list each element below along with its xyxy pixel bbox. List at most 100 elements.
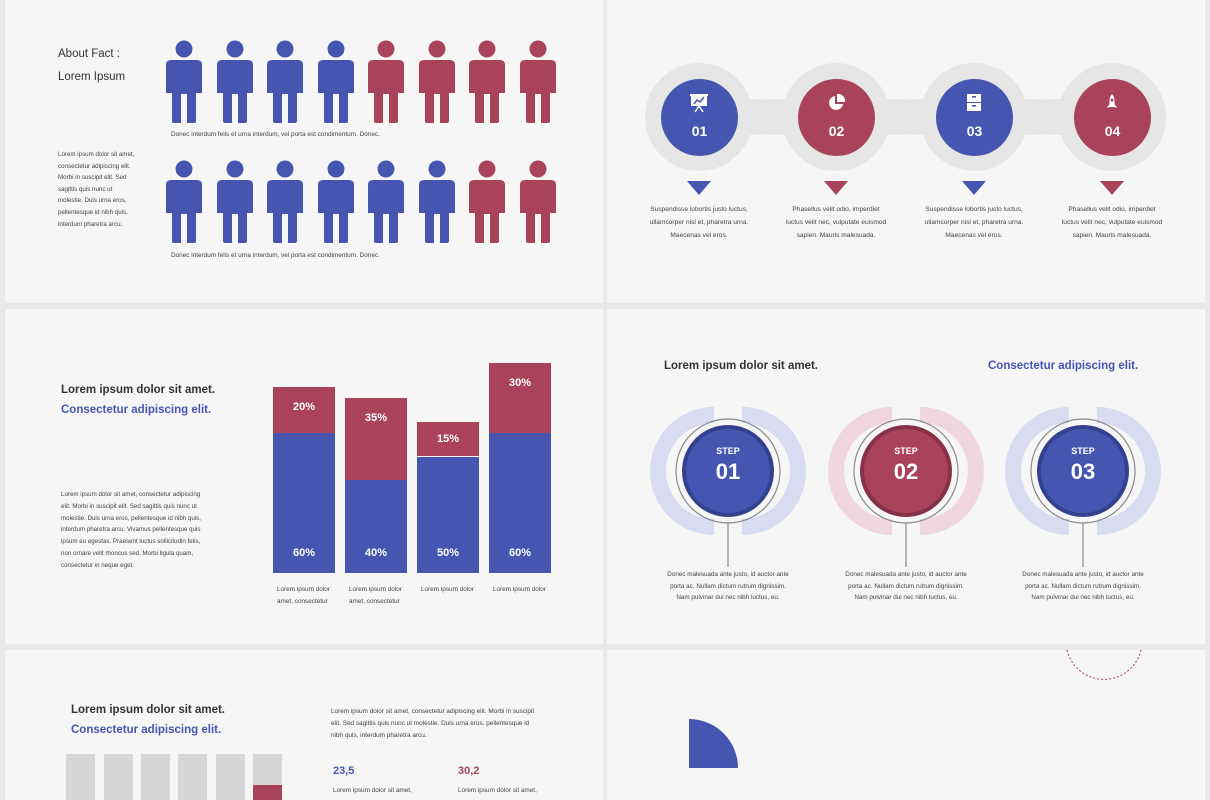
person-icon [317,40,354,124]
step-number: 04 [1104,123,1121,139]
person-icon [469,160,505,244]
stat-text-2: Lorem ipsum dolor sit amet, [458,787,537,794]
slide-title-line1: About Fact : [58,48,121,60]
step-text: Donec malesuada ante justo, id auctor an… [1022,571,1144,601]
row1-caption: Donec interdum felis et urna interdum, v… [171,131,380,138]
bar-segment-blue: 60% [489,433,551,573]
red-bar-segment [253,785,282,800]
heading: Lorem ipsum dolor sit amet. [664,360,818,372]
step-number: 02 [893,459,919,484]
category-label: Lorem ipsum dolor [493,586,546,593]
bar-data-label: 60% [508,546,532,559]
step-ring-right [742,407,806,535]
person-icon [368,40,404,124]
bar-segment-blue: 60% [273,433,335,573]
presentation-icon [690,94,708,113]
step-2[interactable]: STEP 02 [828,405,984,567]
bar-segment-blue: 50% [417,456,479,573]
category-label: Lorem ipsum dolor [421,586,474,593]
slide-partial[interactable] [607,650,1205,800]
slide-about-fact[interactable]: About Fact : Lorem Ipsum Lorem ipsum dol… [5,0,603,303]
bar-segment-blue: 40% [345,479,407,573]
timeline-step-2[interactable]: 02 [798,79,875,156]
gray-bar-5 [216,754,245,800]
step-ring-left [828,407,892,535]
person-icon [368,160,404,244]
body-text: Lorem ipsum dolor sit amet, consectetur … [61,491,201,569]
step-number: 01 [691,123,708,139]
timeline-text-3: Suspendisse lobortis justo luctus, ullam… [924,206,1024,240]
person-icon [418,40,455,124]
step-ring-right [1097,407,1161,535]
bar-data-label: 35% [364,412,388,425]
category-label: Lorem ipsum dolor amet, consectetur [277,586,330,605]
category-label: Lorem ipsum dolor amet, consectetur [349,586,402,605]
step-circle [1041,429,1125,513]
bar-data-label: 60% [292,546,316,559]
stat-value-2: 30,2 [458,765,480,777]
slide-timeline[interactable]: 01 02 03 04 Suspendisse lobortis justo l… [607,0,1205,303]
heading: Lorem ipsum dolor sit amet. [71,704,225,716]
gray-bar-2 [104,754,133,800]
step-text: Donec malesuada ante justo, id auctor an… [845,571,967,601]
timeline-text-2: Phasellus velit odio, imperdiet luctus v… [785,206,887,240]
step-1[interactable]: STEP 01 [650,405,806,567]
heading: Lorem ipsum dolor sit amet. [61,384,215,396]
person-icon [469,40,505,124]
gray-bar-1 [66,754,95,800]
step-ring-left [1005,407,1069,535]
person-icon [418,160,455,244]
rocket-icon [1107,94,1117,108]
step-number: 01 [715,459,741,484]
person-icon [519,160,556,244]
timeline-step-3[interactable]: 03 [936,79,1013,156]
timeline-step-1[interactable]: 01 [661,79,738,156]
quarter-circle-shape [689,719,738,768]
gray-bar-4 [178,754,207,800]
step-number: 02 [828,123,845,139]
person-icon [166,160,202,244]
person-icon [519,40,556,124]
body-text: Lorem ipsum dolor sit amet, consectetur … [331,708,535,739]
stat-text-1: Lorem ipsum dolor sit amet, [333,787,412,794]
bar-segment-red: 35% [345,398,407,480]
step-circle [864,429,948,513]
bar-data-label: 15% [436,433,460,446]
subheading: Consectetur adipiscing elit. [61,404,212,416]
subheading: Consectetur adipiscing elit. [71,724,222,736]
timeline-text-1: Suspendisse lobortis justo luctus, ullam… [649,206,749,240]
person-icon [166,40,202,124]
timeline-step-4[interactable]: 04 [1074,79,1151,156]
step-word: STEP [894,446,918,456]
person-icon [216,160,253,244]
pie-chart-icon [829,93,846,110]
bar-data-label: 30% [508,377,532,390]
stat-value-1: 23,5 [333,765,355,777]
gray-bar-6 [253,754,282,800]
slide-stats[interactable]: Lorem ipsum dolor sit amet. Consectetur … [5,650,603,800]
side-text: Lorem ipsum dolor sit amet, consectetur … [58,151,135,228]
step-circle [686,429,770,513]
person-icon [216,40,253,124]
timeline-text-4: Phasellus velit odio, imperdiet luctus v… [1061,206,1163,240]
step-word: STEP [716,446,740,456]
bar-data-label: 50% [436,547,460,559]
dashed-arc [1066,650,1142,680]
bar-segment-red: 20% [273,386,335,434]
step-number: 03 [1070,459,1096,484]
row2-caption: Donec interdum felis et urna interdum, v… [171,252,380,259]
decor [689,650,1142,768]
subheading: Consectetur adipiscing elit. [988,360,1139,372]
cabinet-icon [967,94,981,111]
gray-bar-3 [141,754,170,800]
slide-bar-chart[interactable]: Lorem ipsum dolor sit amet. Consectetur … [5,309,603,644]
step-number: 03 [966,123,983,139]
person-icon [267,160,303,244]
step-ring-right [920,407,984,535]
step-ring-left [650,407,714,535]
slide-title-line2: Lorem Ipsum [58,71,126,83]
bar-data-label: 20% [292,400,316,413]
person-icon [267,40,303,124]
slide-steps[interactable]: Lorem ipsum dolor sit amet. Consectetur … [607,309,1205,644]
step-3[interactable]: STEP 03 [1005,405,1161,567]
